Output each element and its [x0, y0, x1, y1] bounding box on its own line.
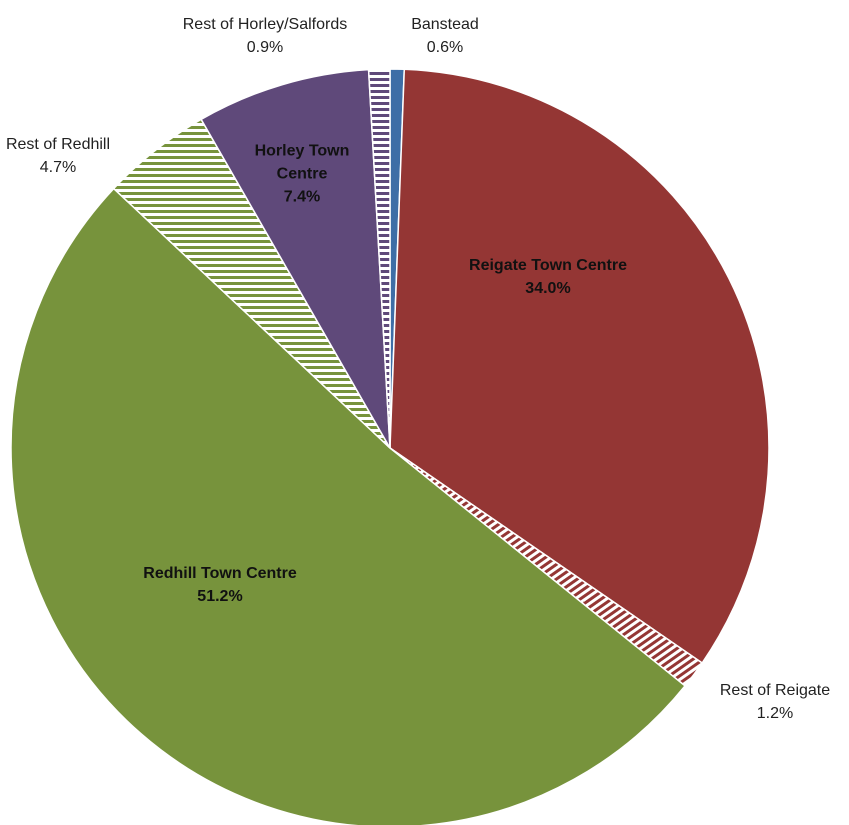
- slice-name: Rest of Reigate: [719, 682, 831, 699]
- slice-name: Rest of Horley/Salfords: [182, 16, 348, 33]
- slice-label: Banstead 0.6%: [411, 13, 479, 59]
- slice-value: 0.6%: [426, 39, 464, 56]
- slice-label: Rest of Reigate 1.2%: [720, 679, 830, 725]
- slice-name: Reigate Town Centre: [469, 257, 627, 274]
- slice-value: 7.4%: [283, 188, 321, 206]
- slice-label: Rest of Horley/Salfords 0.9%: [183, 13, 348, 59]
- slice-name: Horley Town Centre: [254, 142, 350, 183]
- slice-name: Redhill Town Centre: [143, 565, 297, 582]
- slice-name: Rest of Redhill: [5, 136, 111, 153]
- slice-label: Reigate Town Centre 34.0%: [469, 254, 627, 300]
- slice-name: Banstead: [411, 16, 479, 33]
- pie-slice: [200, 68, 391, 449]
- slice-value: 1.2%: [756, 705, 794, 722]
- slice-value: 34.0%: [525, 280, 571, 297]
- slice-label: Rest of Redhill 4.7%: [6, 133, 110, 179]
- slice-label: Redhill Town Centre 51.2%: [143, 562, 296, 608]
- slice-value: 0.9%: [246, 39, 284, 56]
- pie-slice: [389, 68, 770, 665]
- pie-slice: [10, 187, 687, 825]
- slice-value: 51.2%: [197, 588, 243, 605]
- slice-value: 4.7%: [39, 159, 77, 176]
- slice-label: Horley Town Centre 7.4%: [242, 140, 362, 209]
- pie-slice: [367, 68, 391, 449]
